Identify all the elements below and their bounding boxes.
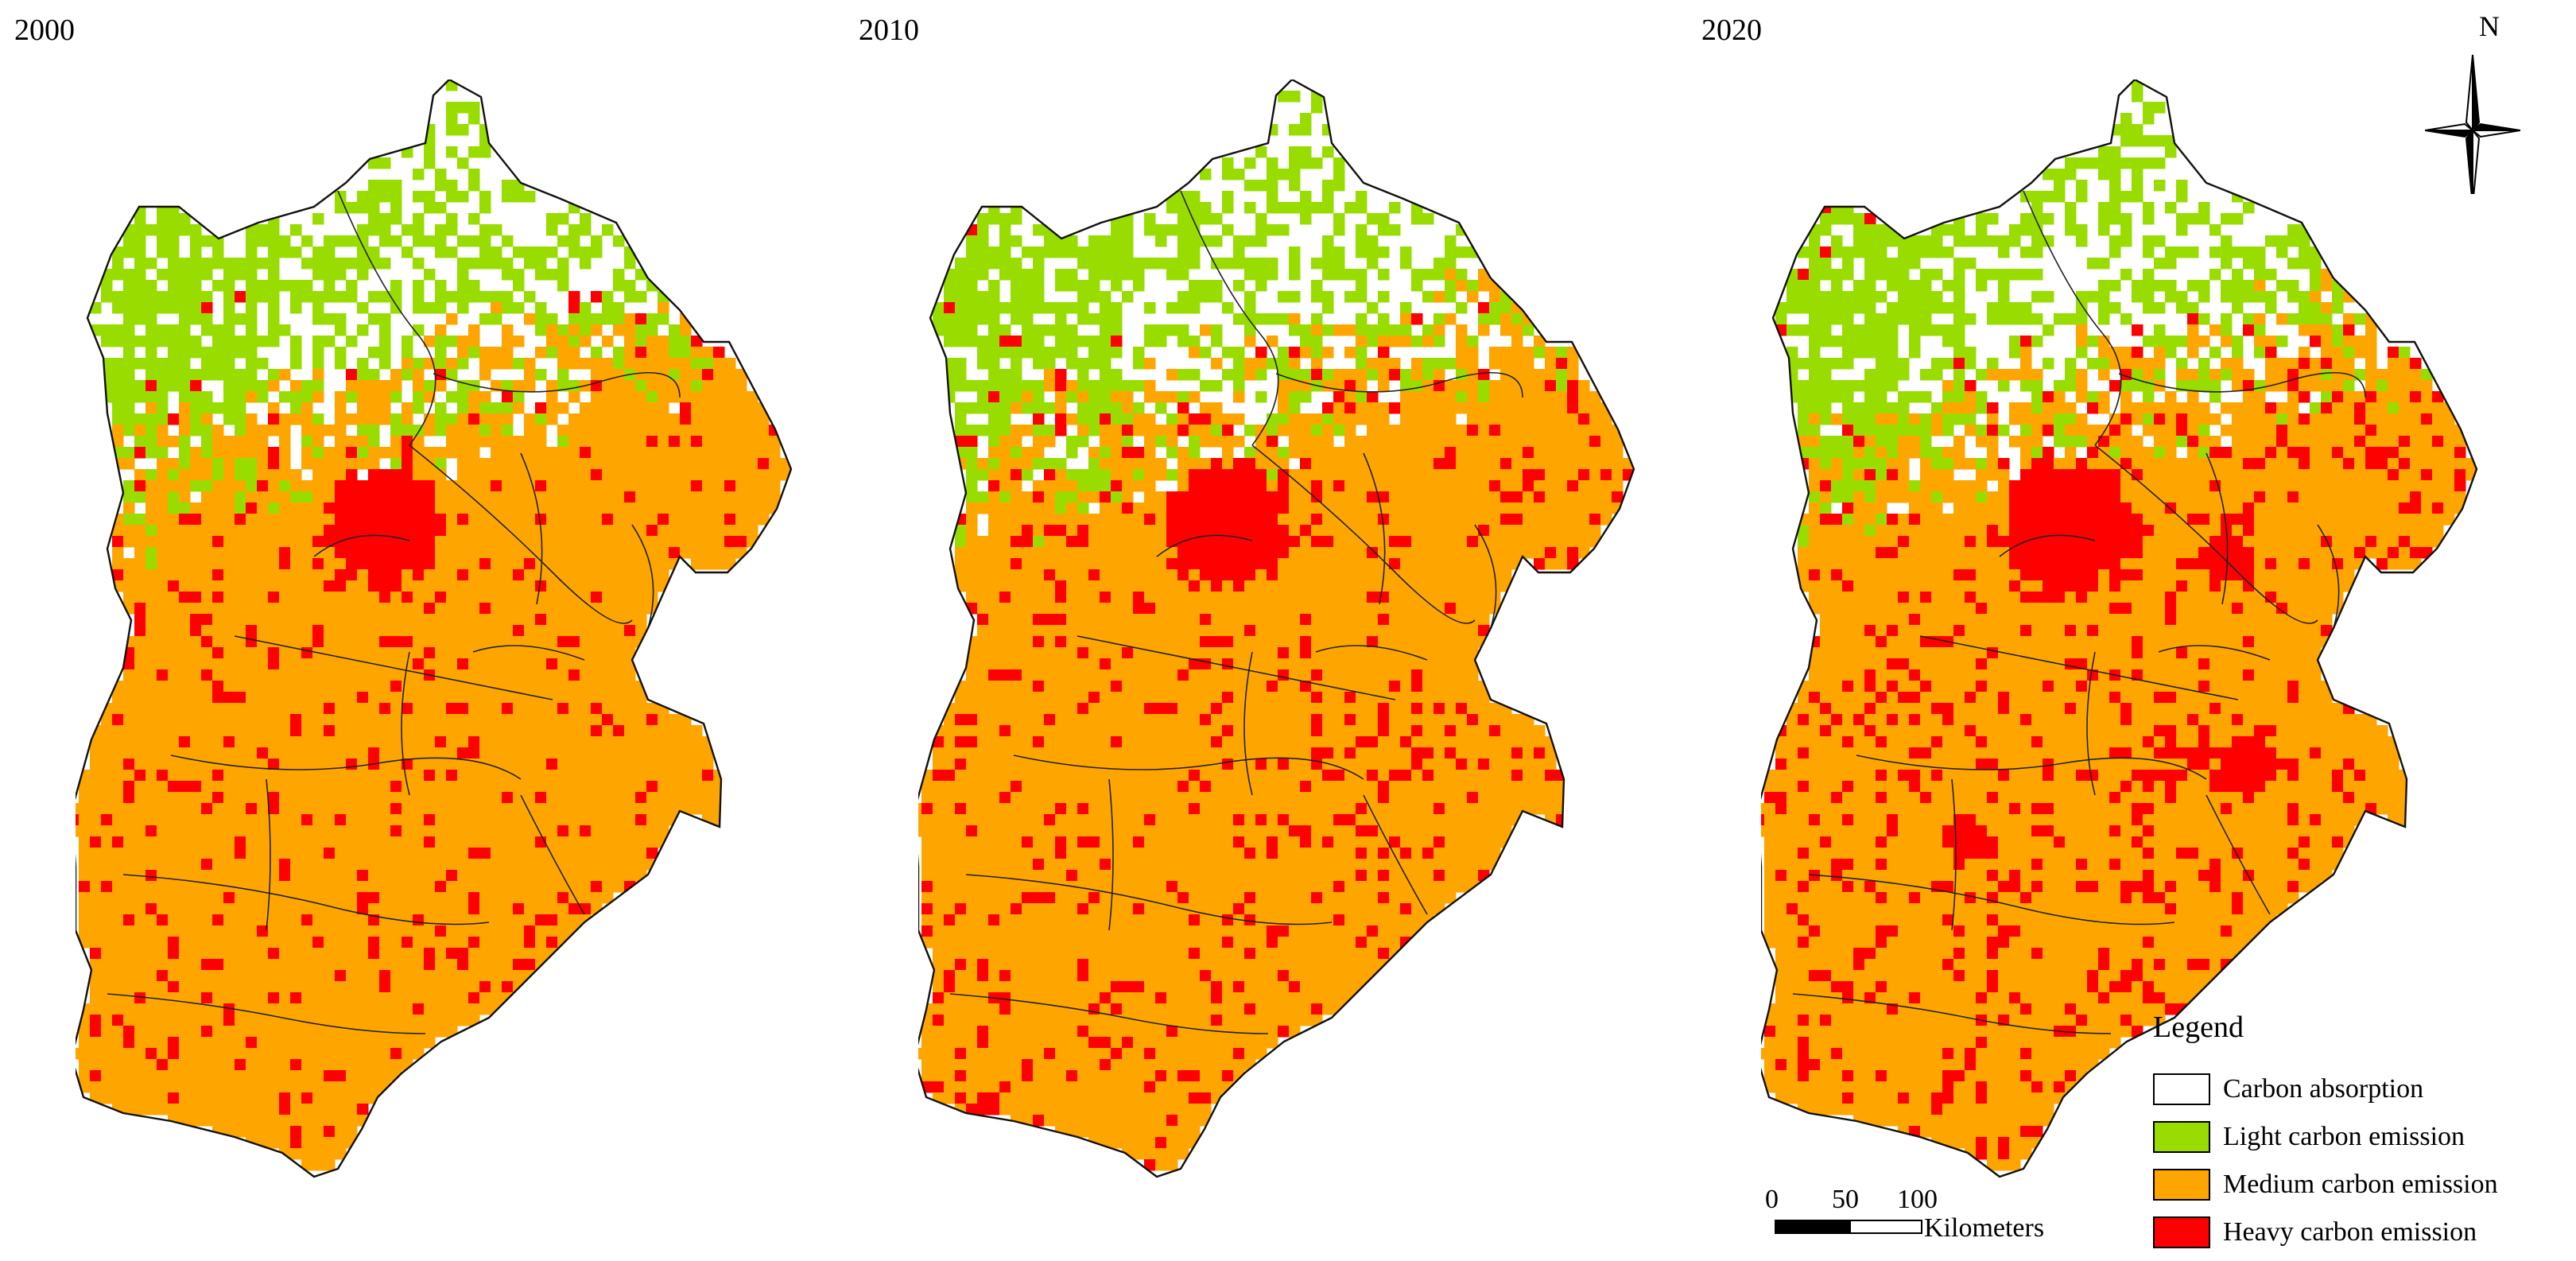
admin-boundary	[401, 651, 410, 796]
admin-boundary	[472, 645, 585, 661]
emission-grid	[1761, 80, 2477, 1171]
admin-boundary	[1275, 372, 1523, 398]
admin-boundary	[631, 524, 654, 629]
admin-boundary	[520, 794, 585, 915]
legend-label: Medium carbon emission	[2223, 1170, 2498, 1199]
admin-boundary	[122, 874, 490, 925]
legend-swatch	[2153, 1169, 2210, 1201]
admin-boundary	[2118, 372, 2366, 398]
legend-title: Legend	[2153, 1011, 2244, 1044]
admin-boundary	[1315, 645, 1428, 661]
scale-tick-100: 100	[1897, 1185, 1938, 1214]
region-outline	[918, 80, 1635, 1178]
scale-bar-segment-black	[1775, 1220, 1851, 1234]
admin-boundary	[2317, 524, 2340, 629]
admin-boundary	[1156, 534, 1253, 557]
north-arrow-label: N	[2479, 10, 2500, 42]
admin-boundary	[409, 444, 633, 624]
admin-boundary	[2158, 645, 2271, 661]
scale-bar-segment-white	[1849, 1220, 1922, 1234]
admin-boundary	[337, 190, 436, 446]
admin-boundary	[1792, 993, 2112, 1034]
legend-item-heavy-carbon-emission: Heavy carbon emission	[2153, 1209, 2498, 1256]
admin-boundary	[433, 372, 681, 398]
year-label-2000: 2000	[14, 14, 75, 47]
admin-boundary	[1999, 534, 2096, 557]
scale-tick-0: 0	[1765, 1185, 1779, 1214]
map-panel-2020	[1761, 80, 2478, 1178]
admin-boundary	[965, 874, 1333, 925]
admin-boundary	[1808, 874, 2175, 925]
emission-grid	[76, 80, 791, 1171]
scale-bar: 0 50 100 Kilometers	[1765, 1185, 2086, 1243]
legend-swatch	[2153, 1216, 2210, 1248]
admin-boundary	[313, 534, 410, 557]
admin-boundary	[1856, 755, 2207, 780]
admin-boundary	[2023, 190, 2122, 446]
year-label-2020: 2020	[1701, 14, 1762, 47]
admin-boundary	[1013, 755, 1364, 780]
scale-unit-label: Kilometers	[1924, 1213, 2045, 1243]
admin-boundary	[1363, 452, 1386, 605]
map-panel-2000	[76, 80, 793, 1178]
region-outline	[1761, 80, 2478, 1178]
admin-boundary	[1077, 635, 1396, 700]
legend-item-medium-carbon-emission: Medium carbon emission	[2153, 1161, 2498, 1209]
admin-boundary	[2094, 444, 2318, 624]
admin-boundary	[170, 755, 522, 780]
admin-boundary	[2086, 651, 2096, 796]
compass-rose-icon	[2425, 54, 2520, 194]
legend-label: Carbon absorption	[2223, 1074, 2424, 1104]
legend-label: Heavy carbon emission	[2223, 1217, 2477, 1247]
region-outline	[76, 80, 793, 1178]
admin-boundary	[949, 993, 1269, 1034]
admin-boundary	[266, 778, 271, 931]
admin-boundary	[2206, 452, 2229, 605]
year-label-2010: 2010	[859, 14, 919, 47]
admin-boundary	[1363, 794, 1428, 915]
legend-swatch	[2153, 1121, 2210, 1153]
legend-swatch	[2153, 1073, 2210, 1105]
admin-boundary	[1243, 651, 1253, 796]
admin-boundary	[1474, 524, 1497, 629]
legend-item-carbon-absorption: Carbon absorption	[2153, 1065, 2498, 1113]
admin-boundary	[2206, 794, 2271, 915]
admin-boundary	[1180, 190, 1279, 446]
legend-item-light-carbon-emission: Light carbon emission	[2153, 1113, 2498, 1161]
admin-boundary	[520, 452, 543, 605]
admin-boundary	[1251, 444, 1476, 624]
admin-boundary	[234, 635, 553, 700]
admin-boundary	[107, 993, 426, 1034]
scale-tick-50: 50	[1832, 1185, 1859, 1214]
admin-boundary	[1919, 635, 2239, 700]
legend: Legend Carbon absorption Light carbon em…	[2153, 1010, 2498, 1256]
admin-boundary	[1951, 778, 1957, 931]
emission-grid	[918, 91, 1634, 1171]
map-panel-2010	[918, 80, 1635, 1178]
admin-boundary	[1108, 778, 1114, 931]
legend-label: Light carbon emission	[2223, 1122, 2465, 1151]
